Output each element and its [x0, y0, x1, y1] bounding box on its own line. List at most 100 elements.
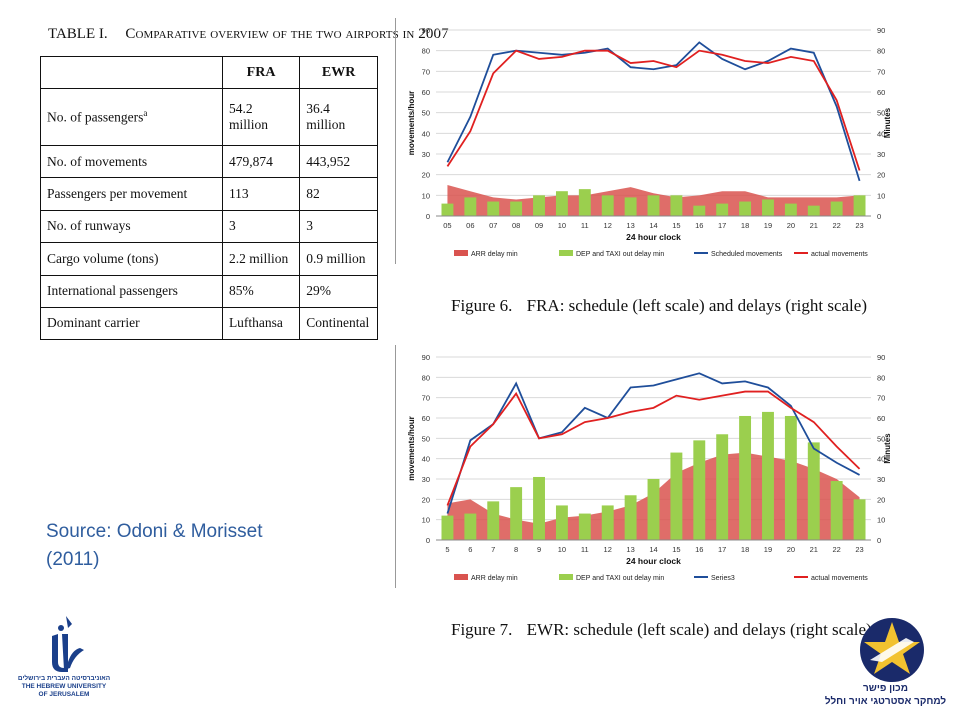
y2-tick-label: 40 — [877, 129, 885, 138]
fisher-name-line-1: מכון פישר — [863, 683, 908, 694]
legend-label: ARR delay min — [471, 251, 518, 258]
table-row: No. of runways 3 3 — [41, 209, 377, 244]
dep-delay-bar — [510, 201, 523, 216]
y2-tick-label: 0 — [877, 212, 881, 221]
source-citation: Source: Odoni & Morisset (2011) — [46, 518, 346, 574]
x-tick-label: 19 — [764, 221, 772, 230]
dep-delay-bar — [464, 513, 477, 540]
x-tick-label: 23 — [855, 545, 863, 554]
y2-tick-label: 40 — [877, 455, 885, 464]
y2-tick-label: 20 — [877, 171, 885, 180]
dep-delay-bar — [624, 197, 637, 216]
x-tick-label: 20 — [787, 545, 795, 554]
dep-delay-bar — [762, 199, 774, 216]
x-tick-label: 08 — [512, 221, 520, 230]
fra-chart: 0 0 10 10 20 20 30 30 40 40 50 50 60 60 70 70 80 80 90 90 05… — [395, 18, 892, 264]
dep-delay-bar — [578, 189, 591, 216]
y2-tick-label: 90 — [877, 26, 885, 35]
row-label: No. of passengersa — [41, 88, 223, 147]
legend-label: ARR delay min — [471, 575, 518, 582]
x-tick-label: 10 — [558, 221, 566, 230]
y-tick-label: 20 — [422, 495, 430, 504]
y2-tick-label: 60 — [877, 88, 885, 97]
y2-tick-label: 30 — [877, 475, 885, 484]
comparison-table: FRA EWR No. of passengersa 54.2 million … — [41, 57, 377, 339]
row-fra-value: 3 — [221, 209, 301, 244]
table-row: No. of passengersa 54.2 million 36.4 mil… — [41, 88, 377, 147]
x-tick-label: 21 — [810, 221, 818, 230]
dep-delay-bar — [647, 195, 660, 216]
legend-swatch — [454, 574, 468, 580]
x-tick-label: 11 — [581, 545, 589, 554]
fisher-name-line-2: למחקר אסטרטגי אויר וחלל — [824, 696, 947, 707]
y-tick-label: 70 — [422, 394, 430, 403]
y-tick-label: 60 — [422, 414, 430, 423]
x-tick-label: 09 — [535, 221, 543, 230]
dep-delay-bar — [601, 195, 614, 216]
row-fra-value: Lufthansa — [221, 306, 301, 339]
y2-tick-label: 10 — [877, 516, 885, 525]
actual-movements-line — [446, 49, 861, 171]
dep-delay-bar — [716, 203, 729, 216]
table-header-ewr: EWR — [299, 57, 377, 90]
x-tick-label: 21 — [810, 545, 818, 554]
scheduled-movements-line — [446, 372, 860, 514]
y2-tick-label: 80 — [877, 47, 885, 56]
x-tick-label: 20 — [787, 221, 795, 230]
row-fra-value: 479,874 — [221, 145, 301, 179]
y-tick-label: 50 — [422, 109, 430, 118]
row-ewr-value: 36.4 million — [299, 88, 377, 147]
row-fra-value: 2.2 million — [221, 242, 301, 276]
x-tick-label: 14 — [649, 545, 657, 554]
dep-delay-bar — [784, 203, 797, 216]
dep-delay-bar — [807, 205, 820, 216]
row-ewr-value: 443,952 — [299, 145, 377, 179]
y2-tick-label: 90 — [877, 353, 885, 362]
y-tick-label: 20 — [422, 171, 430, 180]
dep-delay-bar — [441, 515, 454, 540]
dep-delay-bar — [693, 205, 706, 216]
x-tick-label: 18 — [741, 221, 749, 230]
x-tick-label: 5 — [445, 545, 449, 554]
y-tick-label: 90 — [422, 26, 430, 35]
x-tick-label: 6 — [468, 545, 472, 554]
x-tick-label: 17 — [718, 221, 726, 230]
row-label: International passengers — [41, 274, 223, 308]
x-tick-label: 11 — [581, 221, 589, 230]
row-label: No. of movements — [41, 145, 223, 179]
dep-delay-bar — [647, 479, 660, 540]
legend-swatch — [559, 250, 573, 256]
y2-axis-title: Minutes — [883, 433, 892, 464]
x-tick-label: 13 — [626, 545, 634, 554]
dep-delay-bar — [716, 434, 729, 540]
ewr-figure-text: EWR: schedule (left scale) and delays (r… — [526, 620, 872, 639]
table-row: Passengers per movement 113 82 — [41, 177, 377, 211]
y-tick-label: 30 — [422, 475, 430, 484]
y-tick-label: 80 — [422, 373, 430, 382]
huji-hebrew-name: האוניברסיטה העברית בירושלים — [17, 675, 111, 682]
fra-figure-text: FRA: schedule (left scale) and delays (r… — [526, 296, 867, 315]
dep-delay-bar — [670, 195, 683, 216]
y-tick-label: 90 — [422, 353, 430, 362]
huji-english-name-2: OF JERUSALEM — [38, 691, 90, 698]
dep-delay-bar — [830, 481, 843, 540]
x-tick-label: 13 — [626, 221, 634, 230]
x-tick-label: 14 — [649, 221, 657, 230]
table-caption: Comparative overview of the two airports… — [125, 26, 449, 42]
y-tick-label: 60 — [422, 88, 430, 97]
x-tick-label: 16 — [695, 545, 703, 554]
dep-delay-bar — [739, 201, 752, 216]
dep-delay-bar — [601, 505, 614, 540]
dep-delay-bar — [533, 195, 545, 216]
row-label: Dominant carrier — [41, 306, 223, 339]
x-tick-label: 22 — [832, 545, 840, 554]
y-tick-label: 40 — [422, 129, 430, 138]
table-label: TABLE I. — [48, 26, 108, 42]
y2-tick-label: 0 — [877, 536, 881, 545]
x-tick-label: 22 — [832, 221, 840, 230]
y2-tick-label: 30 — [877, 150, 885, 159]
x-tick-label: 16 — [695, 221, 703, 230]
y2-tick-label: 80 — [877, 373, 885, 382]
y2-tick-label: 50 — [877, 434, 885, 443]
y-tick-label: 40 — [422, 455, 430, 464]
